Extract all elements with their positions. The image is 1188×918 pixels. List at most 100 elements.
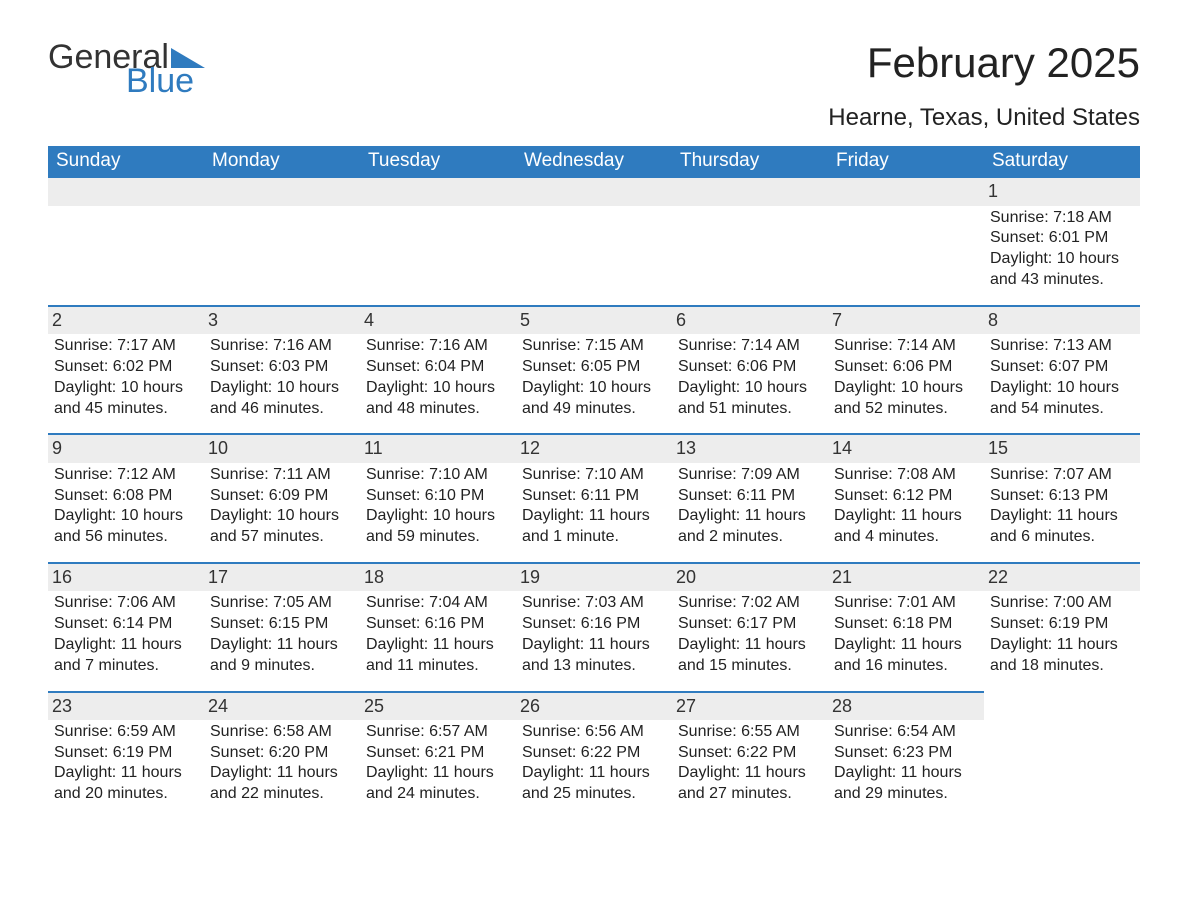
calendar-week-row: 16Sunrise: 7:06 AMSunset: 6:14 PMDayligh… bbox=[48, 562, 1140, 691]
daylight-text: Daylight: 11 hours and 7 minutes. bbox=[54, 635, 198, 677]
sunset-text: Sunset: 6:16 PM bbox=[366, 614, 510, 635]
daylight-text: Daylight: 10 hours and 48 minutes. bbox=[366, 378, 510, 420]
calendar-day-cell: 8Sunrise: 7:13 AMSunset: 6:07 PMDaylight… bbox=[984, 305, 1140, 434]
day-number bbox=[828, 178, 984, 205]
calendar-day-cell: 24Sunrise: 6:58 AMSunset: 6:20 PMDayligh… bbox=[204, 691, 360, 820]
sunrise-text: Sunrise: 7:00 AM bbox=[990, 593, 1134, 614]
calendar-day-cell: 7Sunrise: 7:14 AMSunset: 6:06 PMDaylight… bbox=[828, 305, 984, 434]
sunrise-text: Sunrise: 7:15 AM bbox=[522, 336, 666, 357]
sunset-text: Sunset: 6:17 PM bbox=[678, 614, 822, 635]
sunset-text: Sunset: 6:13 PM bbox=[990, 486, 1134, 507]
sunset-text: Sunset: 6:06 PM bbox=[834, 357, 978, 378]
sunrise-text: Sunrise: 7:03 AM bbox=[522, 593, 666, 614]
calendar-day-cell bbox=[48, 178, 204, 305]
calendar-week-row: 2Sunrise: 7:17 AMSunset: 6:02 PMDaylight… bbox=[48, 305, 1140, 434]
daylight-text: Daylight: 11 hours and 22 minutes. bbox=[210, 763, 354, 805]
calendar-day-cell: 28Sunrise: 6:54 AMSunset: 6:23 PMDayligh… bbox=[828, 691, 984, 820]
calendar-day-cell: 13Sunrise: 7:09 AMSunset: 6:11 PMDayligh… bbox=[672, 433, 828, 562]
sunset-text: Sunset: 6:21 PM bbox=[366, 743, 510, 764]
sunset-text: Sunset: 6:16 PM bbox=[522, 614, 666, 635]
daylight-text: Daylight: 11 hours and 6 minutes. bbox=[990, 506, 1134, 548]
calendar-table: Sunday Monday Tuesday Wednesday Thursday… bbox=[48, 146, 1140, 819]
calendar-day-cell: 12Sunrise: 7:10 AMSunset: 6:11 PMDayligh… bbox=[516, 433, 672, 562]
sunset-text: Sunset: 6:10 PM bbox=[366, 486, 510, 507]
sunrise-text: Sunrise: 7:17 AM bbox=[54, 336, 198, 357]
sunrise-text: Sunrise: 6:54 AM bbox=[834, 722, 978, 743]
logo: General Blue bbox=[48, 40, 205, 98]
sunset-text: Sunset: 6:14 PM bbox=[54, 614, 198, 635]
day-number: 16 bbox=[48, 562, 204, 591]
daylight-text: Daylight: 11 hours and 4 minutes. bbox=[834, 506, 978, 548]
calendar-day-cell bbox=[984, 691, 1140, 820]
daylight-text: Daylight: 11 hours and 25 minutes. bbox=[522, 763, 666, 805]
calendar-day-cell: 4Sunrise: 7:16 AMSunset: 6:04 PMDaylight… bbox=[360, 305, 516, 434]
day-number: 14 bbox=[828, 433, 984, 462]
calendar-day-cell bbox=[360, 178, 516, 305]
day-number: 5 bbox=[516, 305, 672, 334]
calendar-day-cell: 20Sunrise: 7:02 AMSunset: 6:17 PMDayligh… bbox=[672, 562, 828, 691]
daylight-text: Daylight: 10 hours and 43 minutes. bbox=[990, 249, 1134, 291]
sunset-text: Sunset: 6:06 PM bbox=[678, 357, 822, 378]
calendar-day-cell: 9Sunrise: 7:12 AMSunset: 6:08 PMDaylight… bbox=[48, 433, 204, 562]
sunrise-text: Sunrise: 7:05 AM bbox=[210, 593, 354, 614]
daylight-text: Daylight: 11 hours and 29 minutes. bbox=[834, 763, 978, 805]
sunrise-text: Sunrise: 7:13 AM bbox=[990, 336, 1134, 357]
calendar-day-cell: 26Sunrise: 6:56 AMSunset: 6:22 PMDayligh… bbox=[516, 691, 672, 820]
daylight-text: Daylight: 10 hours and 52 minutes. bbox=[834, 378, 978, 420]
daylight-text: Daylight: 11 hours and 24 minutes. bbox=[366, 763, 510, 805]
day-number: 9 bbox=[48, 433, 204, 462]
calendar-day-cell: 18Sunrise: 7:04 AMSunset: 6:16 PMDayligh… bbox=[360, 562, 516, 691]
sunrise-text: Sunrise: 7:16 AM bbox=[366, 336, 510, 357]
calendar-day-cell: 5Sunrise: 7:15 AMSunset: 6:05 PMDaylight… bbox=[516, 305, 672, 434]
calendar-day-cell: 17Sunrise: 7:05 AMSunset: 6:15 PMDayligh… bbox=[204, 562, 360, 691]
sunset-text: Sunset: 6:23 PM bbox=[834, 743, 978, 764]
day-number: 17 bbox=[204, 562, 360, 591]
day-number: 19 bbox=[516, 562, 672, 591]
day-number bbox=[672, 178, 828, 205]
day-number: 21 bbox=[828, 562, 984, 591]
sunrise-text: Sunrise: 7:02 AM bbox=[678, 593, 822, 614]
header: General Blue February 2025 Hearne, Texas… bbox=[48, 40, 1140, 132]
day-number bbox=[360, 178, 516, 205]
weekday-header: Friday bbox=[828, 146, 984, 178]
calendar-day-cell: 22Sunrise: 7:00 AMSunset: 6:19 PMDayligh… bbox=[984, 562, 1140, 691]
calendar-header-row: Sunday Monday Tuesday Wednesday Thursday… bbox=[48, 146, 1140, 178]
daylight-text: Daylight: 11 hours and 11 minutes. bbox=[366, 635, 510, 677]
calendar-day-cell: 16Sunrise: 7:06 AMSunset: 6:14 PMDayligh… bbox=[48, 562, 204, 691]
daylight-text: Daylight: 11 hours and 27 minutes. bbox=[678, 763, 822, 805]
day-number: 15 bbox=[984, 433, 1140, 462]
sunset-text: Sunset: 6:18 PM bbox=[834, 614, 978, 635]
day-number bbox=[516, 178, 672, 205]
day-number: 27 bbox=[672, 691, 828, 720]
sunrise-text: Sunrise: 6:57 AM bbox=[366, 722, 510, 743]
sunrise-text: Sunrise: 7:10 AM bbox=[366, 465, 510, 486]
sunset-text: Sunset: 6:19 PM bbox=[990, 614, 1134, 635]
sunset-text: Sunset: 6:12 PM bbox=[834, 486, 978, 507]
sunset-text: Sunset: 6:15 PM bbox=[210, 614, 354, 635]
daylight-text: Daylight: 11 hours and 9 minutes. bbox=[210, 635, 354, 677]
sunset-text: Sunset: 6:03 PM bbox=[210, 357, 354, 378]
calendar-day-cell: 14Sunrise: 7:08 AMSunset: 6:12 PMDayligh… bbox=[828, 433, 984, 562]
calendar-body: 1Sunrise: 7:18 AMSunset: 6:01 PMDaylight… bbox=[48, 178, 1140, 819]
day-number: 24 bbox=[204, 691, 360, 720]
calendar-day-cell: 19Sunrise: 7:03 AMSunset: 6:16 PMDayligh… bbox=[516, 562, 672, 691]
sunrise-text: Sunrise: 7:12 AM bbox=[54, 465, 198, 486]
weekday-header: Sunday bbox=[48, 146, 204, 178]
day-number: 11 bbox=[360, 433, 516, 462]
daylight-text: Daylight: 11 hours and 18 minutes. bbox=[990, 635, 1134, 677]
weekday-header: Monday bbox=[204, 146, 360, 178]
logo-blue-text: Blue bbox=[126, 64, 194, 98]
day-number: 12 bbox=[516, 433, 672, 462]
day-number: 2 bbox=[48, 305, 204, 334]
sunset-text: Sunset: 6:20 PM bbox=[210, 743, 354, 764]
sunrise-text: Sunrise: 7:06 AM bbox=[54, 593, 198, 614]
sunset-text: Sunset: 6:05 PM bbox=[522, 357, 666, 378]
sunrise-text: Sunrise: 7:07 AM bbox=[990, 465, 1134, 486]
sunrise-text: Sunrise: 7:14 AM bbox=[678, 336, 822, 357]
day-number: 26 bbox=[516, 691, 672, 720]
sunrise-text: Sunrise: 7:04 AM bbox=[366, 593, 510, 614]
daylight-text: Daylight: 10 hours and 45 minutes. bbox=[54, 378, 198, 420]
calendar-page: General Blue February 2025 Hearne, Texas… bbox=[0, 0, 1188, 859]
day-number: 4 bbox=[360, 305, 516, 334]
sunset-text: Sunset: 6:22 PM bbox=[522, 743, 666, 764]
